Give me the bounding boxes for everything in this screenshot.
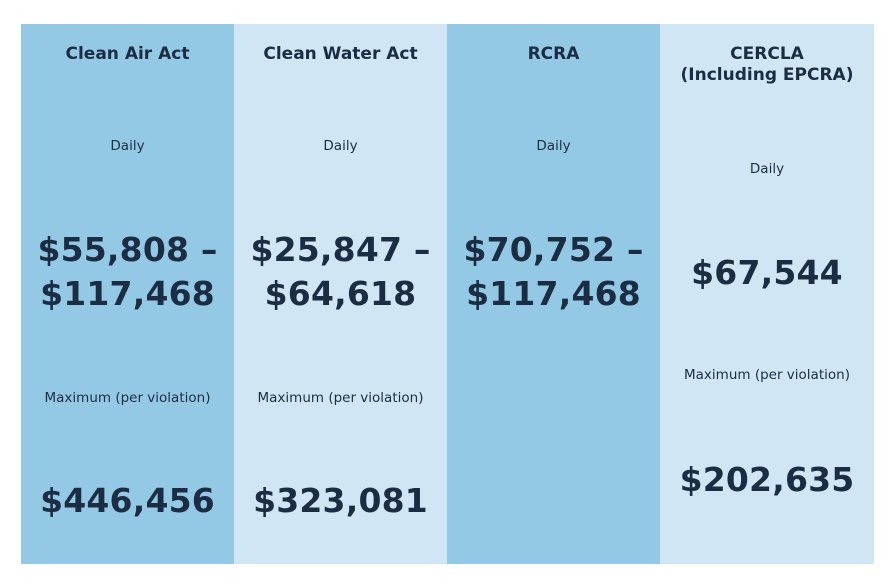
daily-amount: $67,544 <box>691 253 843 292</box>
column-title-line1: CERCLA <box>730 44 804 64</box>
column-clean-air-act: Clean Air Act Daily $55,808 – $117,468 M… <box>21 24 234 564</box>
maximum-label: Maximum (per violation) <box>257 390 424 406</box>
penalties-table: Clean Air Act Daily $55,808 – $117,468 M… <box>21 24 874 564</box>
daily-amount-line2: $64,618 <box>264 274 417 313</box>
daily-amount-line1: $70,752 – <box>463 230 644 269</box>
daily-amount: $25,847 – $64,618 <box>234 228 447 316</box>
maximum-label: Maximum (per violation) <box>44 390 211 406</box>
daily-amount-line2: $117,468 <box>466 274 641 313</box>
daily-label: Daily <box>323 138 358 154</box>
column-title: CERCLA (Including EPCRA) <box>660 44 874 86</box>
daily-amount-line2: $117,468 <box>40 274 215 313</box>
column-clean-water-act: Clean Water Act Daily $25,847 – $64,618 … <box>234 24 447 564</box>
daily-label: Daily <box>110 138 145 154</box>
daily-amount: $55,808 – $117,468 <box>21 228 234 316</box>
column-title: Clean Water Act <box>263 44 418 64</box>
daily-amount-line1: $55,808 – <box>37 230 218 269</box>
daily-label: Daily <box>749 161 785 177</box>
daily-label: Daily <box>536 138 571 154</box>
column-title: Clean Air Act <box>65 44 190 64</box>
maximum-label: Maximum (per violation) <box>684 367 850 383</box>
maximum-amount: $323,081 <box>253 481 428 520</box>
column-title: RCRA <box>527 44 580 64</box>
maximum-amount: $446,456 <box>40 481 215 520</box>
daily-amount: $70,752 – $117,468 <box>447 228 660 316</box>
maximum-amount: $202,635 <box>679 460 855 499</box>
column-cercla: CERCLA (Including EPCRA) Daily $67,544 M… <box>660 24 874 564</box>
daily-amount-line1: $25,847 – <box>250 230 431 269</box>
column-rcra: RCRA Daily $70,752 – $117,468 <box>447 24 660 564</box>
column-title-line2: (Including EPCRA) <box>680 65 854 85</box>
